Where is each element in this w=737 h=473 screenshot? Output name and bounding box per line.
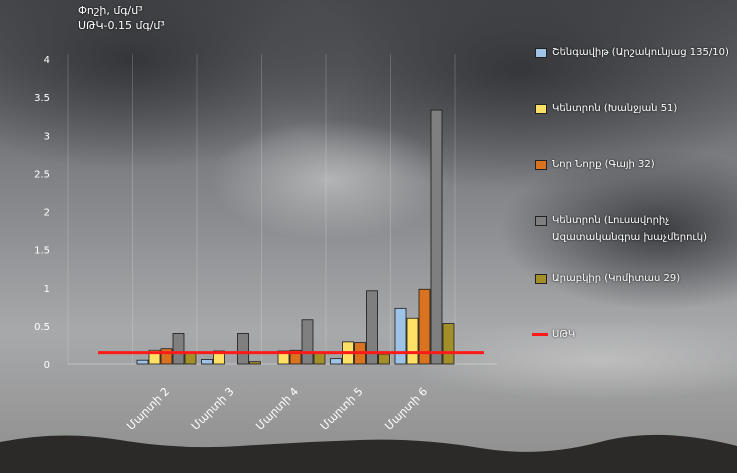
- y-axis-subtitle: ՍԹԿ-0.15 մգ/մ³: [78, 19, 165, 32]
- legend-label: Կենտրոն (Խանջյան 51): [552, 103, 678, 114]
- bar: [172, 333, 185, 365]
- legend-swatch: [535, 48, 547, 58]
- x-tick-label: Մարտի 4: [253, 385, 301, 433]
- legend-label: Նոր Նորք (Գայի 32): [552, 159, 655, 170]
- bar: [406, 317, 419, 365]
- bar: [184, 352, 197, 365]
- y-axis-title: Փոշի, մգ/մ³: [78, 4, 143, 17]
- y-tick-label: 3.5: [34, 93, 50, 104]
- bar: [418, 288, 431, 365]
- bar: [313, 352, 326, 365]
- legend-label: Շենգավիթ (Արշակունյաց 135/10): [552, 47, 729, 58]
- bar: [442, 323, 455, 365]
- bar: [289, 349, 302, 365]
- legend-swatch: [535, 104, 547, 114]
- bar: [160, 348, 173, 365]
- bar: [201, 359, 213, 365]
- bar: [430, 109, 443, 365]
- legend-line: [532, 333, 548, 336]
- x-tick-label: Մարտի 5: [318, 385, 366, 433]
- bar: [237, 333, 249, 365]
- x-tick-label: Մարտի 3: [189, 385, 237, 433]
- y-tick-label: 1: [44, 284, 50, 295]
- legend-swatch: [535, 160, 547, 170]
- bar: [330, 358, 342, 365]
- bar: [277, 350, 290, 365]
- bar: [213, 350, 225, 365]
- y-tick-label: 1.5: [34, 246, 50, 257]
- legend-label: Կենտրոն (Լուսավորիչ Ազատականգրա խաչմերու…: [552, 215, 707, 243]
- y-tick-label: 2: [44, 208, 50, 219]
- legend-swatch: [535, 216, 547, 226]
- bar: [394, 307, 407, 365]
- legend-swatch: [535, 274, 547, 284]
- y-tick-label: 3: [44, 131, 50, 142]
- bar: [249, 361, 261, 365]
- y-tick-label: 0.5: [34, 322, 50, 333]
- bar: [301, 319, 314, 365]
- bar: [136, 359, 149, 365]
- y-tick-label: 2.5: [34, 169, 50, 180]
- bar: [378, 353, 390, 365]
- y-tick-label: 0: [44, 360, 50, 371]
- bar: [366, 290, 378, 365]
- legend-label: ՍԹԿ: [552, 329, 576, 340]
- x-tick-label: Մարտի 6: [382, 385, 430, 433]
- chart-legend: Շենգավիթ (Արշակունյաց 135/10) Կենտրոն (Խա…: [532, 40, 737, 360]
- y-tick-label: 4: [44, 55, 50, 66]
- legend-label: Արաբկիր (Կոմիտաս 29): [552, 273, 681, 284]
- bar: [148, 349, 161, 365]
- x-tick-label: Մարտի 2: [124, 385, 172, 433]
